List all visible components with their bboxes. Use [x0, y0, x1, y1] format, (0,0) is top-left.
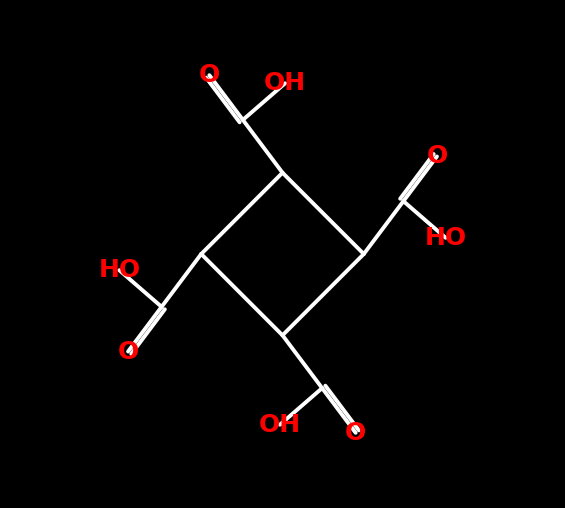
Text: O: O: [118, 339, 138, 364]
Text: OH: OH: [259, 412, 301, 437]
Text: HO: HO: [98, 258, 141, 282]
Text: HO: HO: [424, 226, 467, 250]
Text: O: O: [345, 421, 366, 445]
Text: O: O: [199, 63, 220, 87]
Text: OH: OH: [264, 71, 306, 96]
Text: O: O: [427, 144, 447, 169]
